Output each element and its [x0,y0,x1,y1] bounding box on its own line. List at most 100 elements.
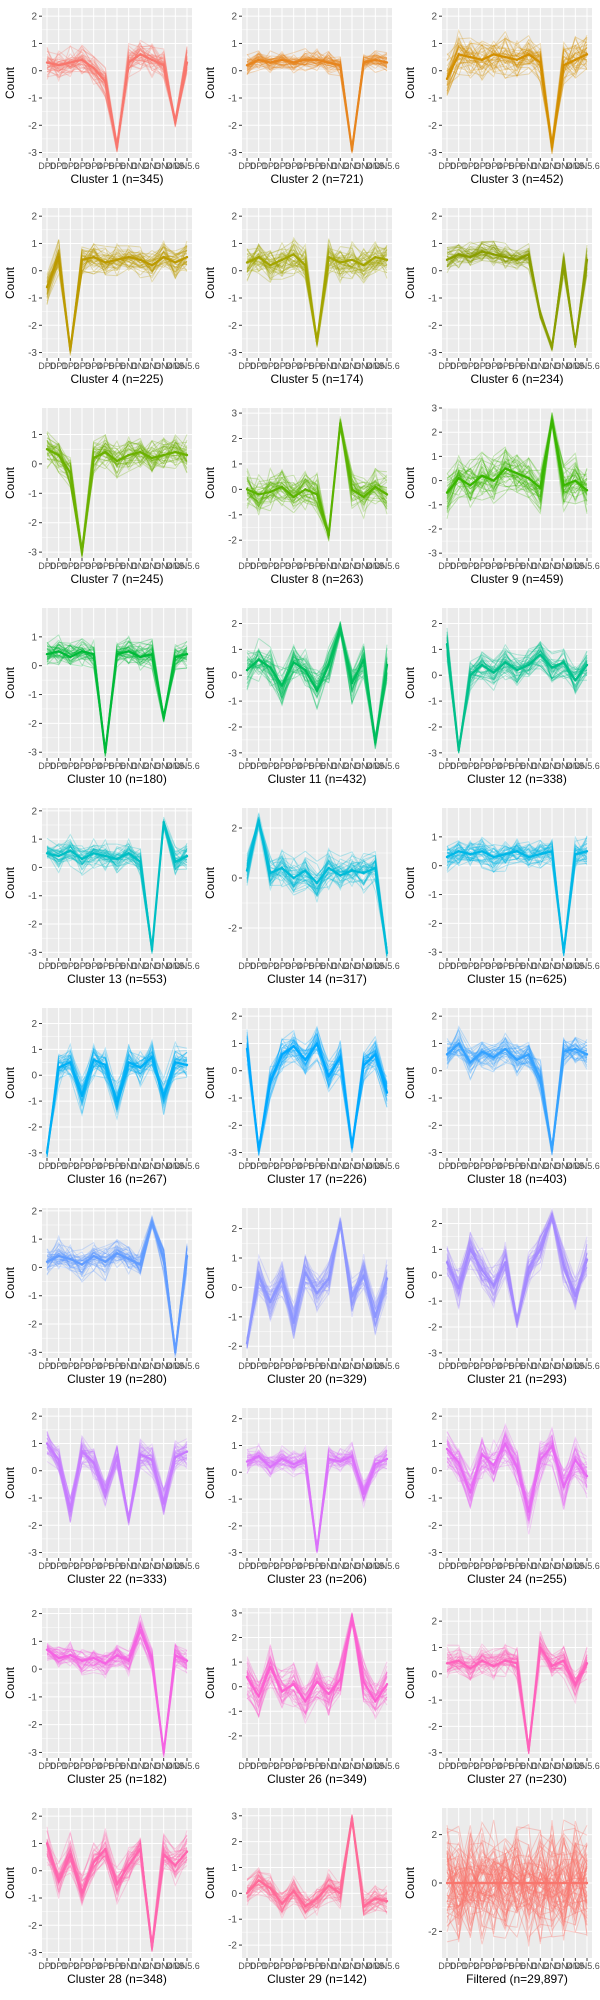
data-point [269,1886,272,1890]
data-point [469,1667,472,1670]
data-point [339,261,342,264]
data-point [480,1268,484,1272]
series-line [246,1612,388,1701]
x-tick-label: DP0 [438,1961,456,1971]
data-point [480,1659,484,1662]
series-line [446,640,588,754]
y-tick-label: -1 [428,1094,437,1105]
cluster-panel: -3-2-10123DP0DP1DP2DP3DP4DP5DP6DN1DN2DN3… [403,404,600,587]
data-point [185,1063,189,1067]
x-tick-label: DN1 [120,1961,138,1971]
series-line [46,1434,188,1526]
y-axis-title: Count [403,1066,417,1099]
series-line [246,418,388,534]
x-tick-label: DN1 [120,1161,138,1171]
series-line [446,1434,588,1509]
series-line [246,1035,388,1149]
data-point [327,1692,330,1696]
series-line [446,1430,588,1508]
data-point [562,1881,565,1885]
series-lines [445,28,589,155]
data-point [80,1094,84,1098]
data-point [292,661,295,664]
x-tick-label: DP2 [462,1561,480,1571]
y-tick-label: -1 [428,1696,437,1707]
series-line [46,438,188,549]
x-tick-label: DN3 [143,1561,161,1571]
data-point [245,668,249,672]
series-line [46,1051,188,1155]
x-tick-label: DN5 [566,361,584,371]
x-tick-label: DN2 [131,1761,149,1771]
data-point [150,58,154,62]
x-tick-label: DN1 [120,161,138,171]
series-line [446,419,588,502]
series-line [446,422,588,505]
data-point [257,1695,260,1698]
data-point [80,650,84,653]
y-tick-label: -3 [228,348,237,359]
y-tick-label: -2 [28,321,37,332]
y-tick-label: 1 [31,1439,37,1450]
x-tick-label: DP4 [85,1561,103,1571]
x-tick-label: DP3 [473,1161,491,1171]
data-point [315,1897,319,1900]
data-point [104,1063,107,1067]
data-point [374,866,377,870]
x-tick-label: DN5 [566,561,584,571]
y-tick-label: 0 [31,266,37,277]
cluster-caption: Cluster 8 (n=263) [270,572,363,586]
data-point [69,348,72,352]
series-line [446,244,588,353]
data-point [457,1042,460,1045]
data-point [480,250,484,253]
data-point [562,261,565,264]
x-tick-label: DP5 [497,1761,515,1771]
data-point [585,258,589,262]
x-tick-label: DP1 [450,561,468,571]
series-line [46,51,188,153]
x-tick-label: DN4 [555,361,573,371]
data-point [374,1700,377,1703]
x-tick-label: DP0 [438,1761,456,1771]
x-tick-label: DN2 [531,361,549,371]
y-tick-label: 1 [31,1235,37,1246]
series-line [46,1839,188,1943]
y-tick-label: 2 [431,1219,437,1230]
x-tick-label: DP0 [38,1561,56,1571]
y-tick-label: 2 [431,1412,437,1423]
cluster-caption: Cluster 6 (n=234) [470,372,563,386]
x-tick-label: DP5 [497,561,515,571]
data-point [174,860,177,863]
series-line [446,642,588,749]
data-point [585,663,589,667]
series-line [446,1859,588,1907]
series-line [46,641,188,749]
series-line [446,1855,588,1907]
x-tick-label: DN2 [531,1361,549,1371]
series-line [446,37,588,147]
y-axis-title: Count [203,1666,217,1699]
series-line [246,1227,388,1340]
series-line [246,1615,388,1713]
x-tick-label: DP5 [297,561,315,571]
data-point [174,1061,177,1064]
series-line [46,44,188,149]
x-tick-label: DP3 [73,561,91,571]
x-tick-label: DP4 [85,561,103,571]
data-point [104,261,107,264]
data-point [92,1861,95,1864]
series-line [46,47,188,151]
series-line [446,1641,588,1748]
cluster-panel: -3-2-1012DP0DP1DP2DP3DP4DP5DP6DN1DN2DN3D… [203,8,400,186]
data-point [445,1053,449,1056]
data-point [457,1659,460,1662]
series-line [446,1650,588,1753]
series-line [246,429,388,542]
cluster-panel: -3-2-1012DP0DP1DP2DP3DP4DP5DP6DN1DN2DN3D… [403,1608,600,1786]
data-point [45,447,49,451]
series-line [446,642,588,747]
data-point [315,881,319,885]
data-point [174,1455,177,1459]
data-point [174,450,177,454]
